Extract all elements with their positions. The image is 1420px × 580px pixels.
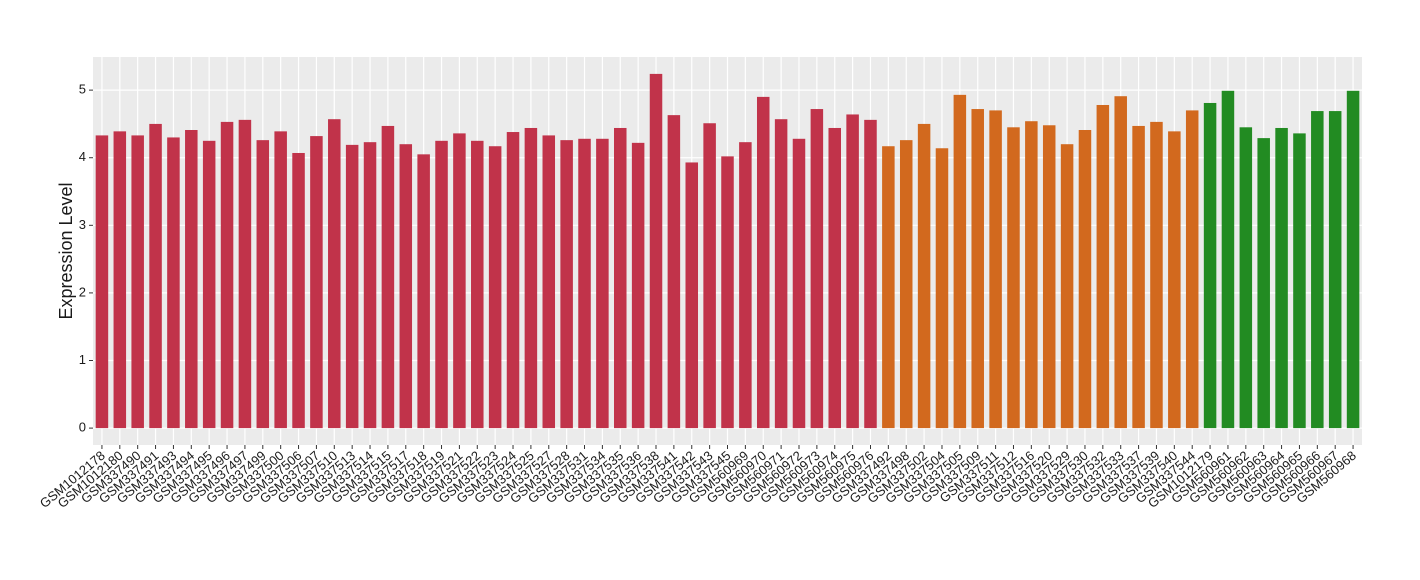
bar xyxy=(1293,133,1306,429)
bar xyxy=(435,140,448,429)
bar xyxy=(864,119,877,429)
bar xyxy=(1168,131,1181,429)
bar xyxy=(1221,90,1235,429)
bar xyxy=(453,133,466,429)
bar xyxy=(989,110,1002,429)
bar xyxy=(721,156,734,429)
bar xyxy=(792,138,806,429)
bar xyxy=(846,114,859,429)
bar xyxy=(363,142,377,429)
bar xyxy=(185,130,198,429)
bar xyxy=(1007,127,1020,429)
bar xyxy=(935,148,949,429)
y-axis-title: Expression Level xyxy=(56,182,76,319)
bar xyxy=(703,123,716,429)
bar xyxy=(113,131,127,429)
bar xyxy=(578,138,591,429)
bar xyxy=(917,123,931,429)
bar xyxy=(649,73,663,429)
bar xyxy=(1257,138,1270,429)
bar xyxy=(971,109,984,429)
y-tick-label: 1 xyxy=(79,352,86,367)
bar xyxy=(756,96,770,429)
bar xyxy=(256,140,270,429)
bar xyxy=(1132,125,1145,429)
bar xyxy=(202,140,216,429)
bar xyxy=(381,125,395,429)
bar xyxy=(1042,125,1056,429)
bar xyxy=(1346,90,1360,429)
bar xyxy=(1096,104,1110,429)
bar xyxy=(131,135,144,429)
bar xyxy=(1275,127,1288,429)
bar xyxy=(1025,121,1038,429)
bar xyxy=(506,132,520,429)
bar xyxy=(471,140,484,429)
bar xyxy=(1078,130,1092,429)
y-tick-label: 3 xyxy=(79,217,86,232)
bar xyxy=(167,137,180,429)
bar xyxy=(292,152,305,429)
bar xyxy=(953,94,967,429)
bar xyxy=(631,142,645,429)
bar xyxy=(882,146,895,429)
bar xyxy=(542,135,556,429)
bar xyxy=(560,140,573,429)
y-tick-label: 4 xyxy=(79,149,86,164)
bar xyxy=(345,144,359,429)
bar xyxy=(899,140,913,429)
bar xyxy=(614,127,627,429)
bar xyxy=(1239,127,1253,429)
bar xyxy=(274,131,287,429)
bar xyxy=(1311,111,1324,429)
bar xyxy=(220,121,234,429)
bar xyxy=(774,119,788,429)
bar xyxy=(1150,121,1163,429)
bar xyxy=(1114,96,1127,429)
bar xyxy=(667,115,681,429)
bar xyxy=(238,119,252,429)
bar xyxy=(310,136,323,429)
bar xyxy=(739,142,752,429)
bar xyxy=(328,119,341,429)
y-tick-label: 5 xyxy=(79,82,86,97)
bar xyxy=(685,162,699,429)
bar xyxy=(810,109,824,429)
bar xyxy=(417,154,430,429)
bar xyxy=(1328,111,1342,429)
bar xyxy=(596,138,609,429)
y-tick-label: 0 xyxy=(79,420,86,435)
bar xyxy=(488,146,502,429)
bar xyxy=(95,135,109,429)
bar xyxy=(1060,144,1074,429)
bar xyxy=(399,144,413,429)
bar xyxy=(149,123,162,429)
bar xyxy=(828,127,841,429)
bar xyxy=(1185,110,1199,429)
y-tick-label: 2 xyxy=(79,284,86,299)
bar xyxy=(1203,102,1217,429)
bar xyxy=(524,127,538,429)
